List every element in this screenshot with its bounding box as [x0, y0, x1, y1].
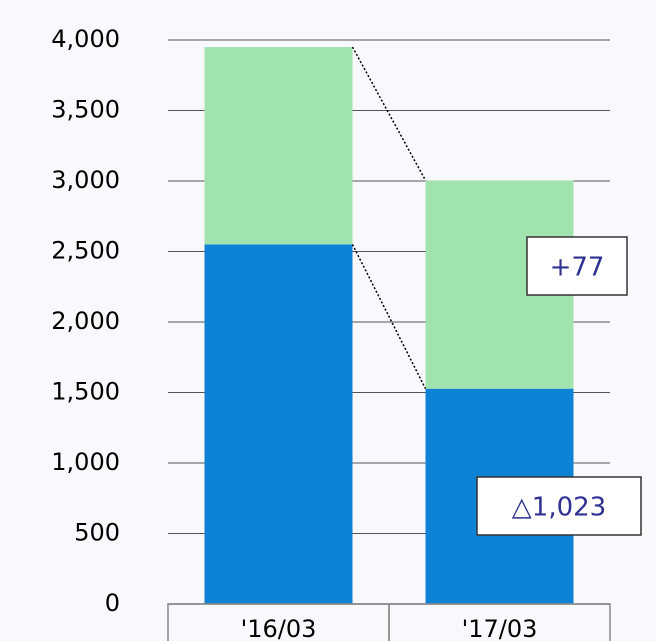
bar-segment — [204, 244, 353, 604]
y-tick-label: 1,000 — [51, 448, 120, 476]
annotation: +77 — [550, 253, 605, 283]
y-tick-label: 0 — [105, 589, 120, 617]
connector — [351, 46, 427, 181]
bar-segment — [204, 47, 353, 245]
y-tick-label: 3,000 — [51, 166, 120, 194]
annotation-box — [526, 236, 628, 296]
y-tick-label: 4,000 — [51, 25, 120, 53]
annotation: △1,023 — [512, 493, 606, 523]
y-tick-label: 1,500 — [51, 378, 120, 406]
y-tick-label: 2,000 — [51, 307, 120, 335]
connector — [351, 244, 427, 390]
annotation-box — [476, 476, 642, 536]
x-tick-label: '16/03 — [241, 615, 317, 641]
y-tick-label: 3,500 — [51, 96, 120, 124]
y-tick-label: 2,500 — [51, 237, 120, 265]
y-tick-label: 500 — [74, 519, 120, 547]
x-tick-label: '17/03 — [462, 615, 538, 641]
